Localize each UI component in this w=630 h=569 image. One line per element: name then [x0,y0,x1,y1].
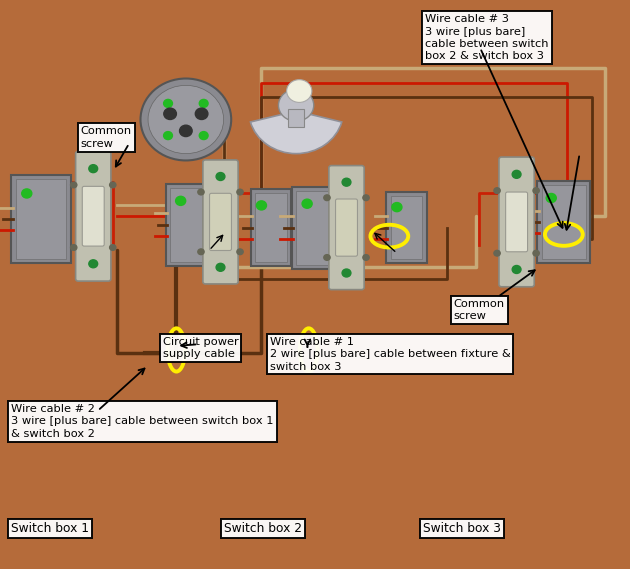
Text: Wire cable # 1
2 wire [plus bare] cable between fixture &
switch box 3: Wire cable # 1 2 wire [plus bare] cable … [270,337,510,372]
FancyBboxPatch shape [296,191,346,265]
Circle shape [199,131,208,139]
FancyBboxPatch shape [336,199,357,256]
Circle shape [546,193,556,203]
Circle shape [363,195,369,201]
Circle shape [302,199,312,208]
FancyBboxPatch shape [386,192,427,263]
FancyBboxPatch shape [288,109,304,127]
Circle shape [198,189,204,195]
Circle shape [494,188,500,193]
Circle shape [256,201,266,210]
Text: Wire cable # 3
3 wire [plus bare]
cable between switch
box 2 & switch box 3: Wire cable # 3 3 wire [plus bare] cable … [425,14,549,61]
Circle shape [110,245,116,250]
Text: Common
screw: Common screw [81,126,132,149]
Circle shape [89,164,98,172]
Circle shape [533,250,539,256]
Circle shape [342,269,351,277]
FancyBboxPatch shape [11,175,71,263]
Circle shape [21,189,32,198]
FancyBboxPatch shape [203,160,238,284]
FancyBboxPatch shape [329,166,364,290]
Circle shape [176,196,186,205]
Circle shape [287,80,312,102]
FancyBboxPatch shape [210,193,231,250]
FancyBboxPatch shape [76,151,111,281]
FancyBboxPatch shape [16,179,66,259]
Circle shape [342,178,351,186]
Circle shape [278,89,314,121]
FancyBboxPatch shape [170,188,218,262]
FancyBboxPatch shape [499,157,534,287]
FancyBboxPatch shape [251,189,291,266]
Circle shape [216,263,225,271]
FancyBboxPatch shape [255,193,287,262]
Text: Circuit power
supply cable: Circuit power supply cable [163,337,238,359]
FancyBboxPatch shape [391,196,422,259]
Circle shape [237,249,243,255]
FancyBboxPatch shape [506,192,527,252]
Circle shape [363,255,369,261]
Circle shape [324,195,330,201]
FancyBboxPatch shape [542,185,586,259]
Text: Wire cable # 2
3 wire [plus bare] cable between switch box 1
& switch box 2: Wire cable # 2 3 wire [plus bare] cable … [11,404,274,439]
Circle shape [148,85,224,154]
Circle shape [198,249,204,255]
Text: Common
screw: Common screw [454,299,505,321]
FancyBboxPatch shape [537,181,590,263]
Circle shape [140,79,231,160]
FancyBboxPatch shape [292,187,351,269]
Circle shape [199,100,208,108]
Circle shape [237,189,243,195]
Circle shape [324,255,330,261]
Circle shape [512,170,521,178]
Circle shape [392,203,402,212]
Circle shape [164,100,173,108]
FancyBboxPatch shape [83,187,104,246]
Circle shape [195,108,208,119]
Circle shape [180,125,192,137]
Circle shape [164,131,173,139]
Text: Switch box 1: Switch box 1 [11,522,89,535]
Wedge shape [251,111,341,154]
Circle shape [494,250,500,256]
Circle shape [512,266,521,274]
FancyBboxPatch shape [166,184,222,266]
Circle shape [71,245,77,250]
Text: Switch box 3: Switch box 3 [423,522,501,535]
Circle shape [164,108,176,119]
Circle shape [216,172,225,180]
Circle shape [71,182,77,188]
Text: Switch box 2: Switch box 2 [224,522,302,535]
Circle shape [533,188,539,193]
Circle shape [89,260,98,268]
Circle shape [110,182,116,188]
